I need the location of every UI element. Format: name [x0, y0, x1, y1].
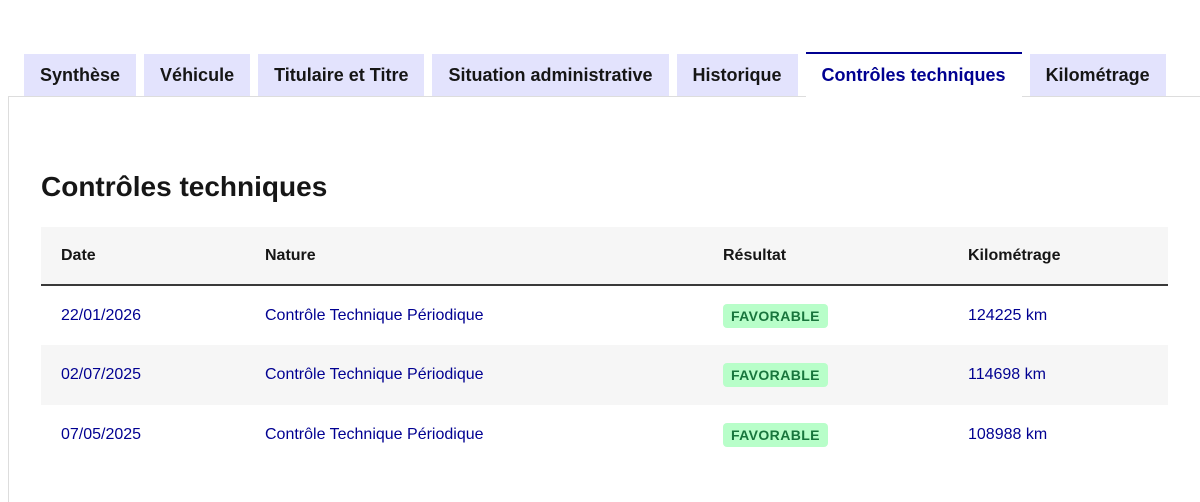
tab-synthese[interactable]: Synthèse [24, 54, 137, 97]
column-header-kilometrage: Kilométrage [948, 227, 1168, 286]
cell-date: 02/07/2025 [41, 345, 245, 405]
tab-historique[interactable]: Historique [676, 54, 798, 97]
table-row: 07/05/2025 Contrôle Technique Périodique… [41, 405, 1168, 465]
cell-date: 22/01/2026 [61, 306, 142, 324]
cell-kilometrage: 114698 km [948, 345, 1168, 405]
cell-nature: Contrôle Technique Périodique [265, 426, 484, 443]
cell-resultat: FAVORABLE [703, 405, 948, 465]
tab-kilometrage[interactable]: Kilométrage [1029, 54, 1166, 97]
status-badge-favorable: FAVORABLE [723, 303, 828, 328]
cell-kilometrage: 108988 km [968, 426, 1048, 443]
cell-resultat: FAVORABLE [703, 345, 948, 405]
column-header-date: Date [41, 227, 245, 286]
table-row: 02/07/2025 Contrôle Technique Périodique… [41, 345, 1168, 405]
inspections-table: Date Nature Résultat Kilométrage 22/01/2… [41, 227, 1168, 465]
column-header-nature: Nature [245, 227, 703, 286]
cell-date: 07/05/2025 [61, 426, 142, 443]
cell-nature: Contrôle Technique Périodique [265, 306, 484, 324]
tab-panel-controles-techniques: Contrôles techniques Date Nature Résulta… [8, 96, 1200, 502]
section-title: Contrôles techniques [41, 171, 328, 202]
cell-kilometrage: 124225 km [968, 306, 1048, 324]
tab-bar: Synthèse Véhicule Titulaire et Titre Sit… [8, 0, 1200, 97]
status-badge-favorable: FAVORABLE [723, 423, 828, 447]
tab-controles-techniques[interactable]: Contrôles techniques [805, 52, 1022, 97]
cell-nature: Contrôle Technique Périodique [245, 345, 703, 405]
status-badge-favorable: FAVORABLE [723, 363, 828, 387]
table-row: 22/01/2026 Contrôle Technique Périodique… [41, 285, 1168, 345]
tab-situation-administrative[interactable]: Situation administrative [432, 54, 669, 97]
column-header-resultat: Résultat [703, 227, 948, 286]
tab-vehicule[interactable]: Véhicule [144, 54, 251, 97]
table-header-row: Date Nature Résultat Kilométrage [41, 227, 1168, 286]
cell-resultat: FAVORABLE [703, 285, 948, 345]
tab-titulaire-et-titre[interactable]: Titulaire et Titre [258, 54, 425, 97]
